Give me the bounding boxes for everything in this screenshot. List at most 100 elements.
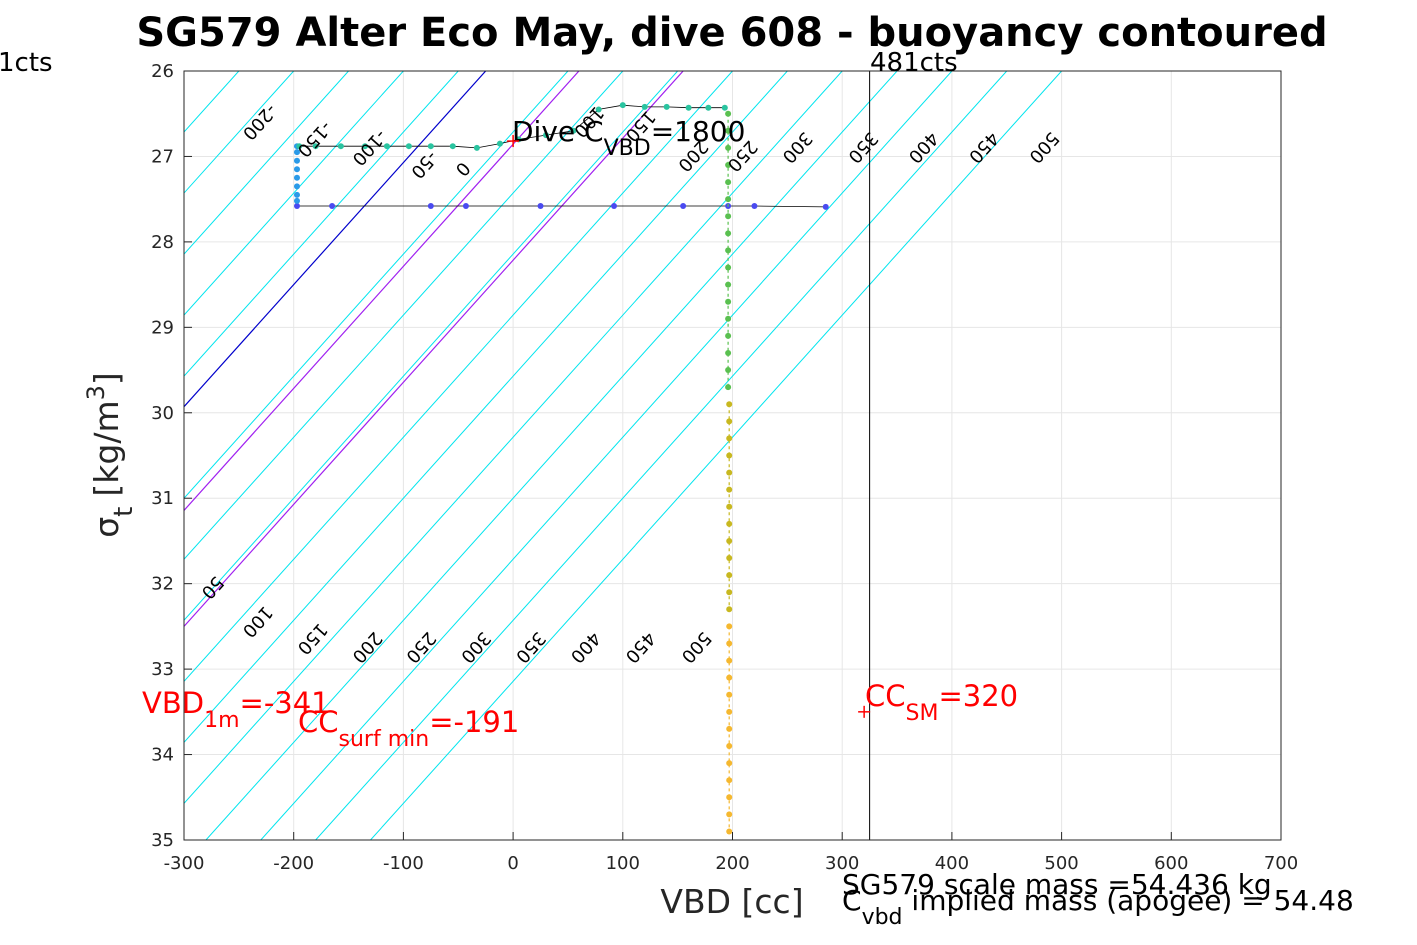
series-2-point-14 [619,102,626,109]
y-tick-2: 28 [151,232,174,253]
x-axis-label: VBD [cc] [660,882,803,921]
series-2-point-19 [721,104,728,111]
series-3-point-1 [725,127,732,134]
scale-mass-annotation: SG579 scale mass =54.436 kg [842,868,1272,901]
y-label-sub: t [109,507,139,517]
x-tick-0: -300 [164,853,205,874]
dive-cvbd-annotation: Dive CVBD=1800 [512,115,745,161]
contour-label-top-9: 300 [778,128,817,168]
vbd1m-sub: 1m [204,708,239,733]
y-tick-8: 34 [151,745,174,766]
ccsm-main: CC [865,679,906,713]
contour-label-top-0: -200 [238,99,281,143]
series-2-point-4 [383,143,390,150]
contour-cyan-11 [184,71,788,744]
y-tick-labels: 26 27 28 29 30 31 32 33 34 35 [151,61,192,851]
series-4-point-4 [726,469,733,476]
plus-marker-0 [507,135,520,148]
series-2-point-3 [362,143,369,150]
cc-sm-annotation: CCSM=320 [865,679,1018,726]
series-5-point-6 [726,725,733,732]
series-0-point-3 [462,203,469,210]
plus-markers [507,135,871,718]
y-tick-1: 27 [151,146,174,167]
x-tick-4: 100 [606,853,640,874]
series-2-point-1 [312,143,319,150]
contour-label-bottom-5: 300 [456,627,495,667]
series-0-point-2 [427,203,434,210]
series-3-point-10 [725,281,732,288]
contour-label-top-10: 350 [843,128,882,168]
y-tick-4: 30 [151,403,174,424]
series-2-point-17 [685,104,692,111]
series-5-point-10 [726,794,733,801]
contour-cyan-10 [184,71,733,683]
series-0-point-5 [611,203,618,210]
y-label-sigma: σ [87,517,126,538]
series-2-point-18 [705,104,712,111]
x-tick-9: 600 [1154,853,1188,874]
chart-title: SG579 Alter Eco May, dive 608 - buoyancy… [136,10,1327,56]
contour-purple-1 [184,71,684,628]
series-5-point-2 [726,657,733,664]
contour-label-top-3: -50 [406,146,441,182]
contour-cyan-8 [184,71,624,561]
contour-cyan-3 [184,71,295,194]
y-tick-3: 29 [151,317,174,338]
svg-text:σt[kg/m3]: σt [kg/m3] [82,372,139,537]
series-2-point-12 [570,127,577,134]
contour-label-top-13: 500 [1024,128,1063,168]
series-5-point-4 [726,691,733,698]
series-4-point-3 [726,452,733,459]
series-2-point-15 [641,103,648,110]
series-0-point-6 [680,203,687,210]
contour-label-bottom-4: 250 [401,627,440,667]
contour-purple-0 [184,71,580,512]
series-4-point-8 [726,537,733,544]
series-4-point-5 [726,486,733,493]
y-label-sup: 3 [82,385,110,400]
contour-cyan-15 [315,71,1008,840]
dive-c-val: =1800 [651,115,746,148]
y-tick-6: 32 [151,574,174,595]
x-tick-10: 700 [1264,853,1298,874]
series-1-point-4 [293,174,300,181]
series-3-point-0 [725,110,732,117]
vbd-1m-annotation: VBD1m=-341 [142,686,330,733]
contour-label-top-11: 400 [904,128,943,168]
ccsurf-main: CC [298,705,339,739]
contour-label-bottom-2: 150 [293,619,332,659]
series-2-point-2 [337,143,344,150]
series-4-point-6 [726,503,733,510]
left-cts-label: 1cts [0,48,53,78]
y-tick-0: 26 [151,61,174,82]
series-3-point-12 [725,315,732,322]
contour-label-top-1: -150 [293,117,336,161]
cvbd-implied-mass-annotation: Cvbd implied mass (apogee) = 54.48 [842,884,1354,930]
data-series [293,102,829,835]
x-tick-5: 200 [715,853,749,874]
y-axis-label: σt [kg/m3] [82,372,139,537]
series-3-point-8 [725,247,732,254]
series-3-point-14 [725,349,732,356]
series-3-point-7 [725,230,732,237]
contour-label-bottom-3: 200 [348,627,387,667]
dive-c-sub: VBD [604,136,651,161]
series-2-point-11 [543,132,550,139]
series-2-point-6 [427,143,434,150]
series-1-point-1 [293,149,300,156]
series-3-point-9 [725,264,732,271]
buoyancy-contours [184,71,1062,840]
series-line-0 [297,205,826,208]
ccsm-val: =320 [938,679,1018,713]
series-4-point-2 [726,435,733,442]
vbd1m-main: VBD [142,686,204,720]
series-2-point-7 [449,143,456,150]
contour-cyan-9 [184,71,679,622]
series-0-point-1 [329,203,336,210]
series-3-point-3 [725,161,732,168]
y-tick-9: 35 [151,830,174,851]
ccsm-sub: SM [906,701,939,726]
series-5-point-1 [726,640,733,647]
contour-cyan-7 [184,71,569,499]
